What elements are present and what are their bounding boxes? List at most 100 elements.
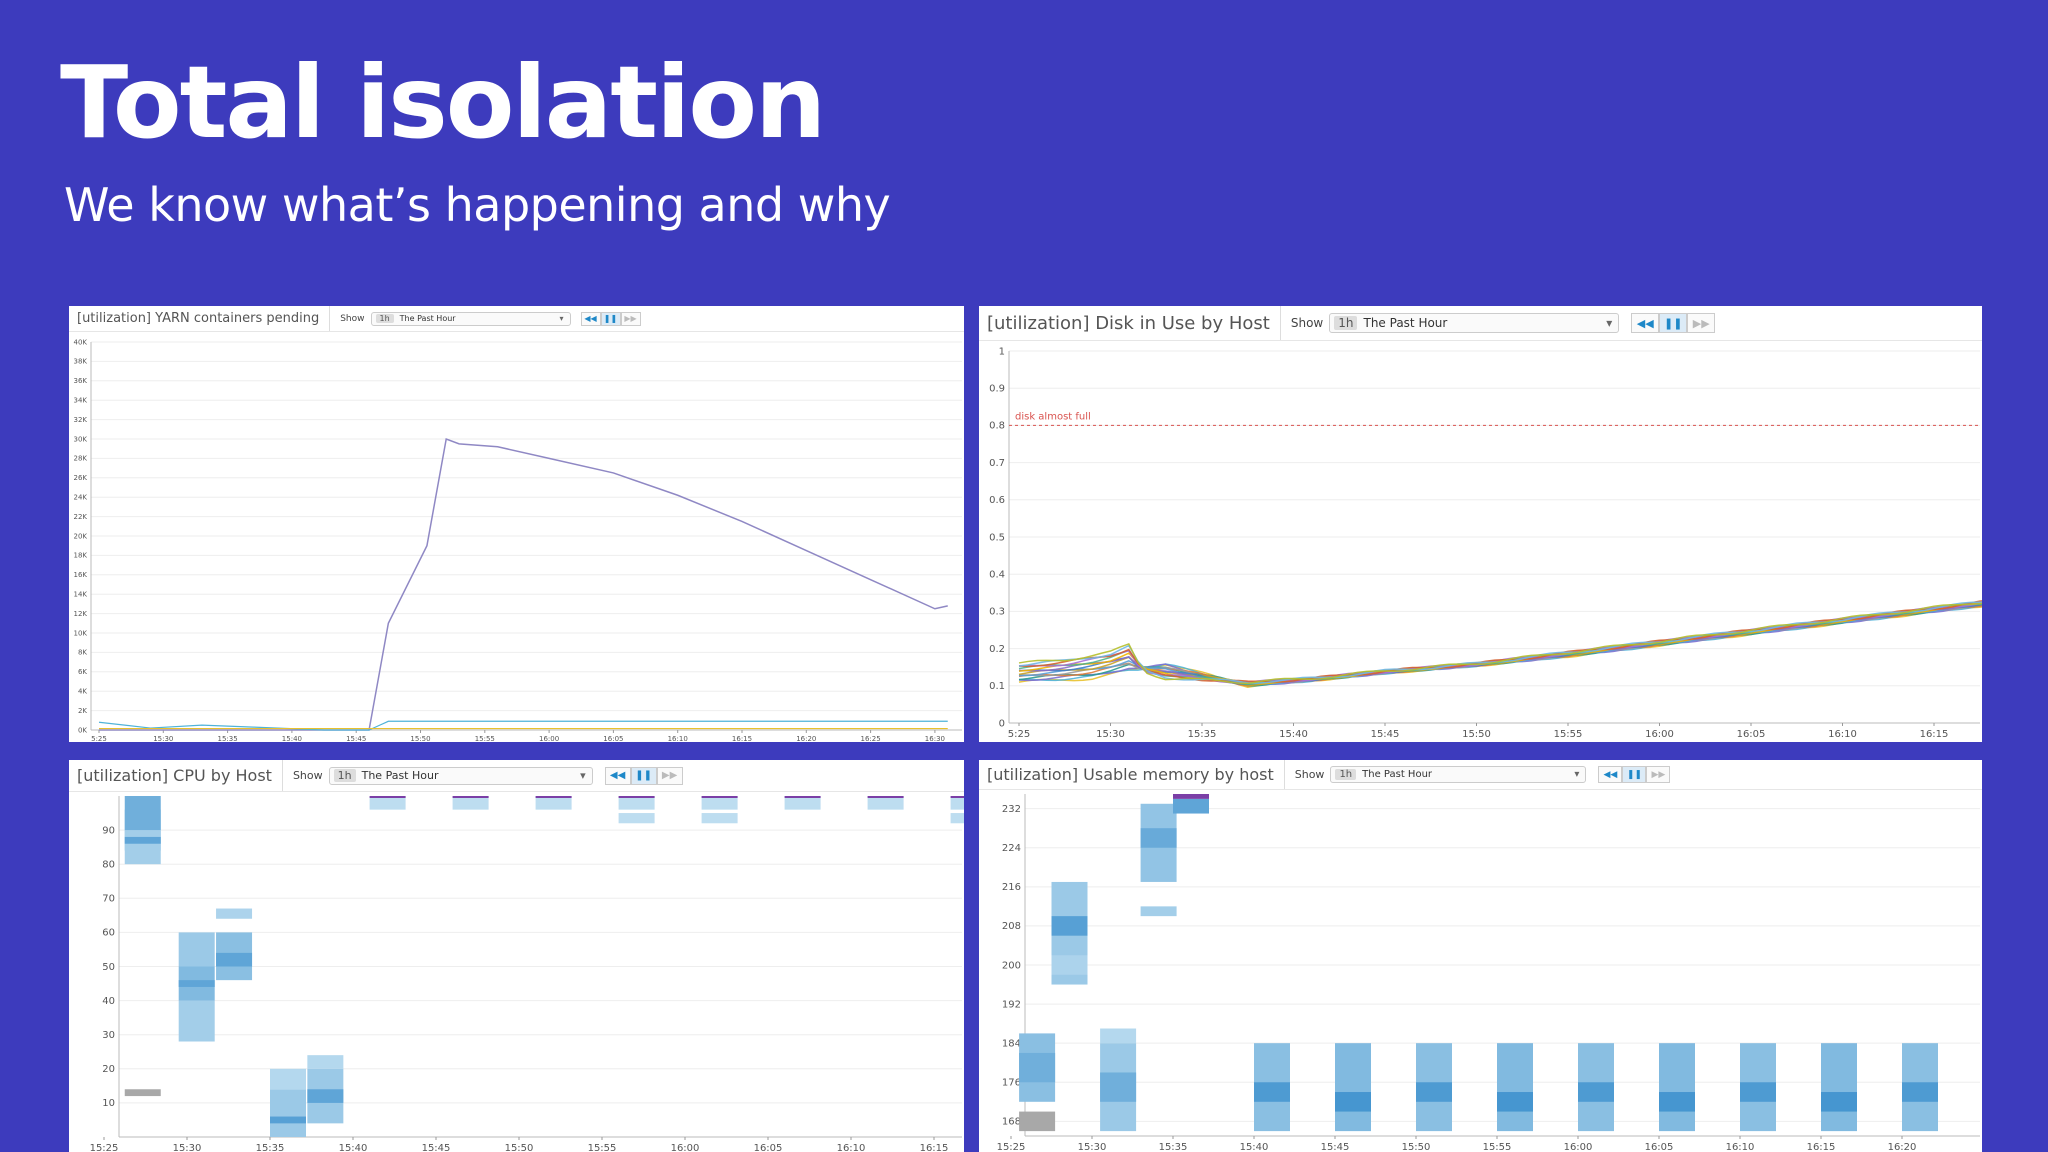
fast-forward-icon[interactable]: ▶▶ bbox=[656, 766, 683, 785]
timeframe-select[interactable]: 1h The Past Hour ▾ bbox=[328, 766, 593, 785]
fast-forward-icon[interactable]: ▶▶ bbox=[620, 311, 641, 326]
heatmap-cell bbox=[1497, 1043, 1533, 1132]
x-tick-label: 5:25 bbox=[91, 735, 107, 742]
playback-controls: ◀◀ ❚❚ ▶▶ bbox=[580, 311, 641, 326]
x-tick-label: 16:00 bbox=[539, 735, 559, 742]
timeframe-select[interactable]: 1h The Past Hour ▾ bbox=[1330, 766, 1587, 783]
timeframe-select[interactable]: 1h The Past Hour ▾ bbox=[370, 311, 571, 326]
x-tick-label: 15:35 bbox=[1159, 1142, 1188, 1152]
y-tick-label: 32K bbox=[74, 416, 88, 424]
chevron-down-icon: ▾ bbox=[1574, 769, 1580, 780]
cpu-panel: [utilization] CPU by Host Show 1h The Pa… bbox=[69, 760, 964, 1152]
heatmap-cell bbox=[1578, 1082, 1614, 1102]
pause-icon[interactable]: ❚❚ bbox=[1622, 766, 1647, 783]
y-tick-label: 80 bbox=[102, 860, 115, 871]
fast-forward-icon[interactable]: ▶▶ bbox=[1646, 766, 1671, 783]
x-tick-label: 15:30 bbox=[1096, 729, 1125, 740]
x-tick-label: 15:35 bbox=[256, 1143, 285, 1152]
y-tick-label: 16K bbox=[74, 571, 88, 579]
x-tick-label: 15:40 bbox=[282, 735, 302, 742]
y-tick-label: 0.2 bbox=[989, 644, 1005, 655]
heatmap-cell bbox=[1416, 1082, 1452, 1102]
x-tick-label: 16:25 bbox=[861, 735, 881, 742]
heatmap-cell bbox=[1140, 906, 1177, 917]
fast-forward-icon[interactable]: ▶▶ bbox=[1687, 313, 1716, 333]
y-tick-label: 30K bbox=[74, 435, 88, 443]
disk-panel: [utilization] Disk in Use by Host Show 1… bbox=[979, 306, 1982, 742]
panel-header: [utilization] Disk in Use by Host Show 1… bbox=[979, 306, 1982, 341]
show-label: Show bbox=[340, 313, 365, 324]
heatmap-cell bbox=[1821, 1092, 1857, 1112]
heatmap-cell bbox=[178, 1000, 215, 1042]
x-tick-label: 15:45 bbox=[1321, 1142, 1350, 1152]
x-tick-label: 16:05 bbox=[1645, 1142, 1674, 1152]
show-label: Show bbox=[1294, 768, 1325, 781]
x-tick-label: 16:10 bbox=[668, 735, 688, 742]
timeframe-select[interactable]: 1h The Past Hour ▾ bbox=[1329, 313, 1620, 333]
heatmap-cell bbox=[270, 1116, 306, 1124]
rewind-icon[interactable]: ◀◀ bbox=[1598, 766, 1623, 783]
heatmap-cell bbox=[178, 932, 215, 967]
y-tick-label: 60 bbox=[102, 928, 115, 939]
heatmap-cell bbox=[1254, 1082, 1290, 1102]
range-badge: 1h bbox=[1335, 769, 1357, 780]
x-tick-label: 15:45 bbox=[346, 735, 366, 742]
y-tick-label: 208 bbox=[1002, 921, 1021, 932]
y-tick-label: 0.4 bbox=[989, 570, 1005, 581]
show-label: Show bbox=[292, 769, 323, 782]
heatmap-cell bbox=[950, 796, 964, 798]
divider bbox=[1279, 306, 1281, 340]
heatmap-cell bbox=[270, 1068, 306, 1090]
x-tick-label: 15:50 bbox=[410, 735, 430, 742]
x-tick-label: 16:15 bbox=[1920, 729, 1949, 740]
heatmap-cell bbox=[618, 796, 655, 810]
heatmap-cell bbox=[1335, 1092, 1371, 1112]
y-tick-label: 28K bbox=[74, 455, 88, 463]
y-tick-label: 38K bbox=[74, 358, 88, 366]
x-tick-label: 15:50 bbox=[505, 1143, 534, 1152]
range-label: The Past Hour bbox=[1362, 769, 1433, 780]
series-line bbox=[1018, 601, 1982, 684]
playback-controls: ◀◀ ❚❚ ▶▶ bbox=[1598, 766, 1671, 783]
heatmap-cell bbox=[867, 796, 904, 810]
x-tick-label: 16:10 bbox=[1726, 1142, 1755, 1152]
slide-subtitle: We know what’s happening and why bbox=[64, 178, 891, 232]
x-tick-label: 15:45 bbox=[422, 1143, 451, 1152]
x-tick-label: 16:05 bbox=[1737, 729, 1766, 740]
x-tick-label: 16:15 bbox=[1807, 1142, 1836, 1152]
heatmap-cell bbox=[178, 980, 215, 987]
range-badge: 1h bbox=[333, 769, 356, 782]
range-badge: 1h bbox=[375, 314, 394, 323]
y-tick-label: 36K bbox=[74, 377, 88, 385]
y-tick-label: 34K bbox=[74, 397, 88, 405]
x-tick-label: 16:20 bbox=[796, 735, 816, 742]
rewind-icon[interactable]: ◀◀ bbox=[580, 311, 601, 326]
heatmap-cell bbox=[535, 796, 572, 810]
y-tick-label: 14K bbox=[74, 591, 88, 599]
heatmap-cell bbox=[124, 796, 161, 831]
rewind-icon[interactable]: ◀◀ bbox=[604, 766, 631, 785]
x-tick-label: 15:45 bbox=[1371, 729, 1400, 740]
series-line bbox=[1018, 602, 1982, 684]
y-tick-label: 22K bbox=[74, 513, 88, 521]
y-tick-label: 26K bbox=[74, 474, 88, 482]
y-tick-label: 90 bbox=[102, 825, 115, 836]
rewind-icon[interactable]: ◀◀ bbox=[1631, 313, 1660, 333]
heatmap-cell bbox=[1019, 1052, 1056, 1083]
heatmap-cell bbox=[216, 952, 253, 967]
heatmap-cell bbox=[784, 796, 821, 810]
pause-icon[interactable]: ❚❚ bbox=[1659, 313, 1688, 333]
x-tick-label: 16:00 bbox=[671, 1143, 700, 1152]
x-tick-label: 15:25 bbox=[997, 1142, 1026, 1152]
heatmap-cell bbox=[124, 830, 161, 865]
divider bbox=[1283, 760, 1285, 789]
pause-icon[interactable]: ❚❚ bbox=[600, 311, 621, 326]
heatmap-cell bbox=[618, 796, 655, 798]
x-tick-label: 16:00 bbox=[1645, 729, 1674, 740]
heatmap-cell bbox=[618, 813, 655, 824]
heatmap-cell bbox=[1051, 916, 1088, 936]
heatmap-cell bbox=[1051, 955, 1088, 975]
heatmap-cell bbox=[950, 813, 964, 824]
y-tick-label: 0.7 bbox=[989, 458, 1005, 469]
pause-icon[interactable]: ❚❚ bbox=[630, 766, 657, 785]
